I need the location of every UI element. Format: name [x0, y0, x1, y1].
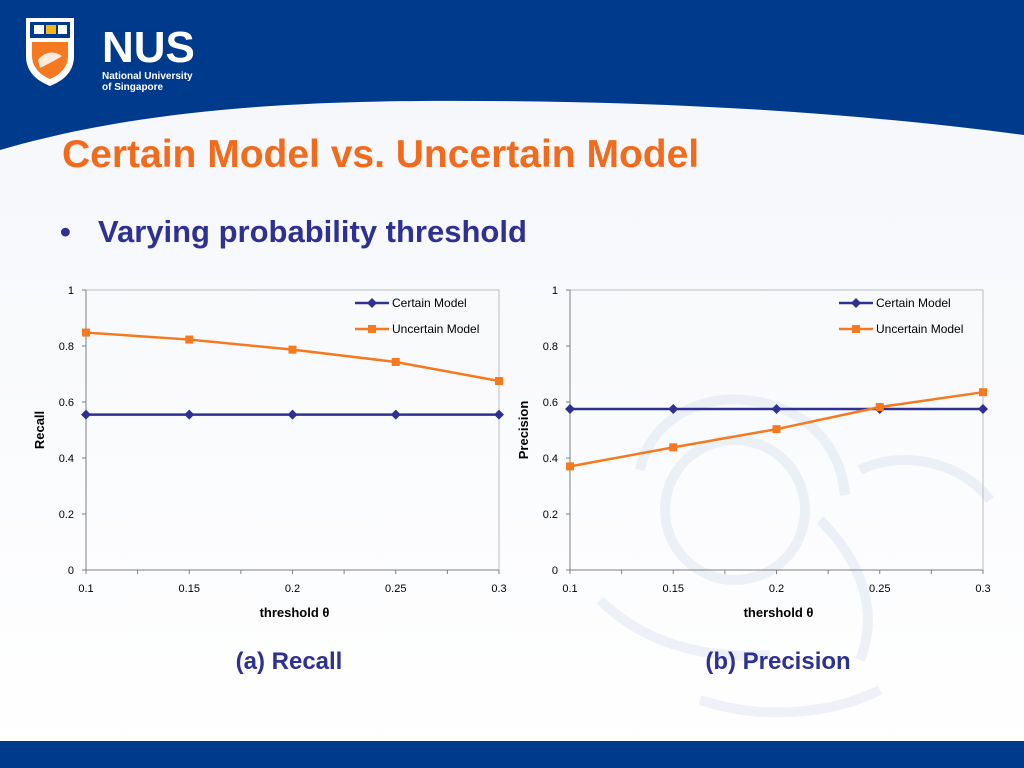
precision-legend-label: Uncertain Model — [876, 322, 963, 336]
precision-y-axis-title: Precision — [516, 401, 531, 460]
recall-point-certain — [184, 409, 195, 420]
recall-x-tick-label: 0.2 — [285, 583, 300, 595]
precision-x-tick-label: 0.15 — [663, 583, 684, 595]
recall-point-certain — [287, 409, 298, 420]
precision-legend-label: Certain Model — [876, 296, 951, 310]
recall-series-line-uncertain — [85, 331, 500, 383]
precision-chart: 0 0.2 0.4 0.6 0.8 1 0.1 0.15 0.2 0.25 0.3 thershold… — [516, 285, 991, 620]
recall-legend-label: Certain Model — [392, 296, 467, 310]
precision-point-certain — [978, 404, 988, 414]
caption-precision: (b) Precision — [705, 648, 851, 675]
recall-point-uncertain — [185, 335, 194, 344]
recall-y-tick-label: 0.8 — [59, 341, 74, 353]
precision-point-uncertain — [566, 462, 574, 471]
recall-point-uncertain — [391, 357, 400, 366]
recall-x-axis-title: threshold θ — [260, 605, 330, 620]
bullet-dot-icon: • — [60, 214, 71, 249]
precision-y-tick-label: 0.4 — [543, 453, 558, 465]
precision-point-uncertain — [669, 443, 678, 452]
recall-point-uncertain — [82, 328, 90, 337]
recall-legend-label: Uncertain Model — [392, 322, 479, 336]
recall-y-tick-label: 0.4 — [59, 453, 74, 465]
caption-recall: (a) Recall — [235, 648, 343, 675]
lion-watermark-icon — [596, 394, 994, 718]
precision-point-certain — [771, 404, 782, 414]
recall-point-certain — [390, 409, 401, 420]
precision-y-tick-label: 0.8 — [543, 341, 558, 353]
header-swoosh — [0, 0, 1024, 150]
precision-point-certain — [565, 404, 575, 414]
recall-legend-marker-certain — [367, 298, 377, 308]
recall-point-uncertain — [288, 345, 297, 354]
recall-y-tick-label: 0.2 — [59, 509, 74, 521]
nus-wordmark: NUS — [102, 23, 195, 72]
nus-logo: NUS National University of Singapore — [22, 16, 195, 93]
precision-x-axis-title: thershold θ — [744, 605, 814, 620]
bullet-text: Varying probability threshold — [98, 214, 527, 249]
nus-crest-icon — [26, 18, 74, 86]
precision-x-tick-label: 0.25 — [869, 583, 890, 595]
precision-y-tick-label: 0.6 — [543, 397, 558, 409]
precision-legend-marker-certain — [851, 298, 861, 308]
slide-title: Certain Model vs. Uncertain Model — [62, 133, 700, 176]
nus-subtitle: National University of Singapore — [102, 71, 202, 93]
precision-legend-marker-uncertain — [852, 325, 860, 333]
footer-bar — [0, 741, 1024, 768]
recall-x-tick-label: 0.15 — [179, 583, 200, 595]
recall-point-certain — [81, 409, 91, 420]
recall-y-tick-label: 0 — [68, 565, 74, 577]
nus-subtitle-line2: of Singapore — [102, 82, 164, 93]
precision-y-tick-label: 0.2 — [543, 509, 558, 521]
precision-y-tick-label: 1 — [552, 285, 558, 297]
precision-y-tick-label: 0 — [552, 565, 558, 577]
recall-x-tick-label: 0.25 — [385, 583, 406, 595]
precision-x-tick-label: 0.2 — [769, 583, 784, 595]
recall-x-tick-label: 0.3 — [491, 583, 506, 595]
precision-point-uncertain — [979, 388, 987, 397]
bullet-item: • Varying probability threshold — [60, 212, 527, 252]
recall-y-tick-label: 0.6 — [59, 397, 74, 409]
recall-y-tick-label: 1 — [68, 285, 74, 297]
recall-point-uncertain — [495, 377, 503, 385]
precision-point-certain — [668, 404, 679, 414]
recall-y-axis-title: Recall — [32, 411, 47, 449]
precision-x-tick-label: 0.1 — [562, 583, 577, 595]
recall-chart: 0 0.2 0.4 0.6 0.8 1 0.1 0.15 0.2 0.25 0.3 threshold… — [32, 285, 507, 620]
precision-point-uncertain — [772, 425, 781, 434]
recall-legend-marker-uncertain — [368, 325, 376, 333]
precision-point-uncertain — [875, 403, 884, 412]
nus-subtitle-line1: National University — [102, 71, 193, 82]
precision-x-tick-label: 0.3 — [975, 583, 990, 595]
recall-point-certain — [494, 409, 504, 420]
recall-x-tick-label: 0.1 — [78, 583, 93, 595]
